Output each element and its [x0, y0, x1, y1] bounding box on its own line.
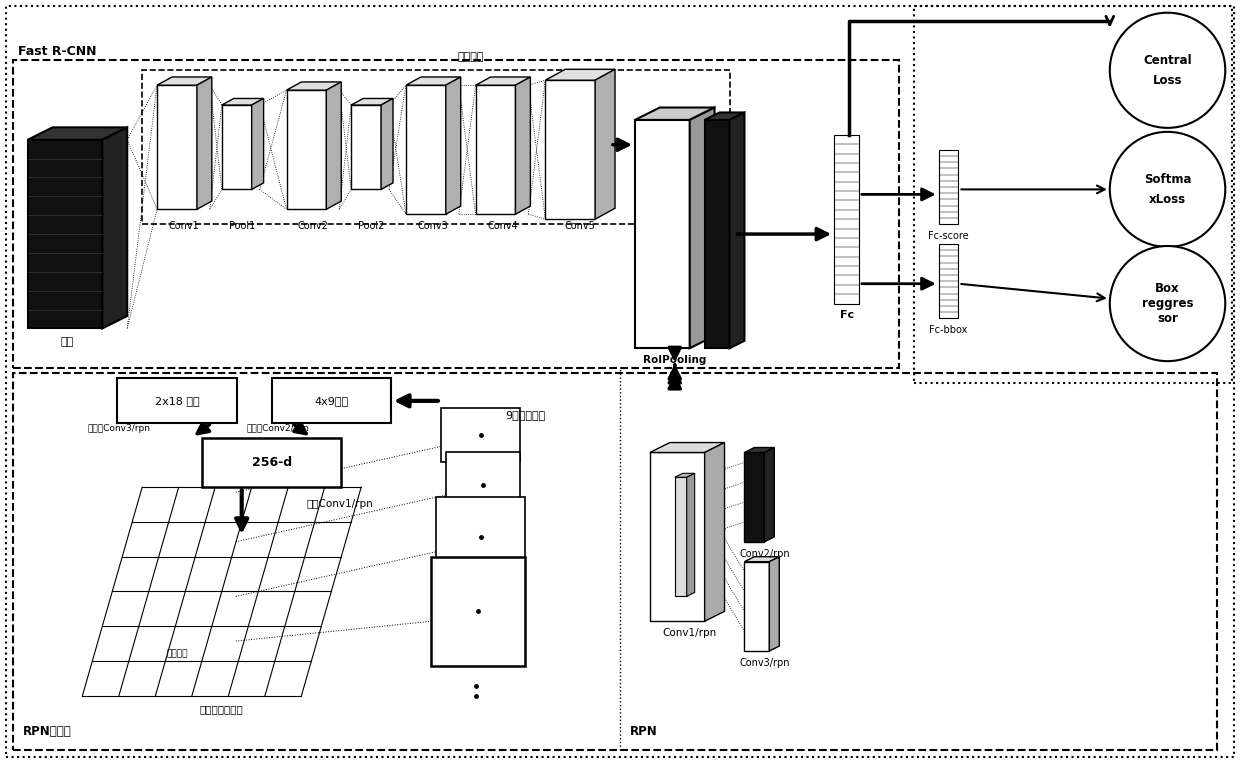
Text: Fc-bbox: Fc-bbox: [929, 325, 967, 336]
FancyBboxPatch shape: [118, 378, 237, 423]
Circle shape: [1110, 246, 1225, 361]
Text: Conv2/rpn: Conv2/rpn: [739, 549, 790, 559]
Polygon shape: [476, 85, 516, 214]
Polygon shape: [252, 98, 264, 189]
Polygon shape: [381, 98, 393, 189]
Text: xLoss: xLoss: [1149, 193, 1187, 206]
Polygon shape: [157, 85, 197, 209]
Text: 9个候选区域: 9个候选区域: [506, 410, 546, 420]
Polygon shape: [286, 82, 341, 90]
Polygon shape: [405, 77, 461, 85]
FancyBboxPatch shape: [272, 378, 391, 423]
Text: 滑动窗口: 滑动窗口: [166, 649, 187, 658]
Text: Pool2: Pool2: [358, 221, 384, 231]
Polygon shape: [222, 105, 252, 189]
Circle shape: [1110, 132, 1225, 247]
Polygon shape: [351, 105, 381, 189]
Circle shape: [1110, 13, 1225, 128]
Text: Loss: Loss: [1153, 74, 1182, 87]
Text: RoIPooling: RoIPooling: [644, 355, 707, 365]
Polygon shape: [689, 108, 714, 348]
Polygon shape: [744, 452, 764, 542]
Text: Conv2: Conv2: [298, 221, 329, 231]
Polygon shape: [27, 140, 103, 328]
Polygon shape: [835, 135, 859, 304]
Text: Conv1: Conv1: [169, 221, 200, 231]
Text: 卷积Conv1/rpn: 卷积Conv1/rpn: [306, 499, 373, 509]
Text: Box: Box: [1156, 282, 1179, 295]
FancyBboxPatch shape: [202, 438, 341, 488]
Polygon shape: [704, 443, 724, 621]
Text: 输入: 输入: [61, 337, 74, 347]
Polygon shape: [326, 82, 341, 209]
Polygon shape: [157, 77, 212, 85]
Text: 256-d: 256-d: [252, 456, 291, 469]
Text: Conv3: Conv3: [418, 221, 448, 231]
FancyBboxPatch shape: [440, 407, 521, 462]
FancyBboxPatch shape: [435, 497, 526, 577]
Text: Conv5: Conv5: [564, 221, 595, 231]
Text: 回归层Conv2/rpn: 回归层Conv2/rpn: [247, 423, 310, 433]
Text: Fc: Fc: [839, 311, 854, 320]
Polygon shape: [769, 557, 779, 651]
Text: Conv3/rpn: Conv3/rpn: [739, 658, 790, 668]
Polygon shape: [446, 77, 461, 214]
Polygon shape: [729, 112, 744, 348]
Polygon shape: [351, 98, 393, 105]
Text: Conv1/rpn: Conv1/rpn: [662, 628, 717, 638]
Text: RPN示意图: RPN示意图: [22, 726, 72, 739]
Polygon shape: [595, 69, 615, 219]
Polygon shape: [27, 127, 128, 140]
Text: Pool1: Pool1: [228, 221, 255, 231]
Polygon shape: [103, 127, 128, 328]
Text: sor: sor: [1157, 312, 1178, 325]
Polygon shape: [687, 473, 694, 597]
Polygon shape: [744, 448, 774, 452]
Polygon shape: [635, 108, 714, 120]
Polygon shape: [650, 443, 724, 452]
Polygon shape: [744, 562, 769, 651]
FancyBboxPatch shape: [446, 452, 521, 517]
Text: Softma: Softma: [1143, 173, 1192, 186]
Polygon shape: [675, 473, 694, 478]
Polygon shape: [222, 98, 264, 105]
Text: Fc-score: Fc-score: [929, 231, 968, 241]
Text: 4x9坐标: 4x9坐标: [314, 396, 348, 406]
Text: 分类层Conv3/rpn: 分类层Conv3/rpn: [87, 423, 150, 433]
Text: Conv4: Conv4: [487, 221, 518, 231]
Text: Central: Central: [1143, 54, 1192, 67]
Polygon shape: [939, 150, 959, 224]
Text: 共享卷积特征图: 共享卷积特征图: [200, 704, 244, 715]
Polygon shape: [764, 448, 774, 542]
Polygon shape: [546, 69, 615, 80]
Polygon shape: [704, 112, 744, 120]
Polygon shape: [286, 90, 326, 209]
Polygon shape: [635, 120, 689, 348]
Polygon shape: [744, 557, 779, 562]
FancyBboxPatch shape: [430, 557, 526, 666]
Polygon shape: [704, 120, 729, 348]
Polygon shape: [546, 80, 595, 219]
Polygon shape: [939, 244, 959, 318]
Text: Fast R-CNN: Fast R-CNN: [17, 45, 97, 59]
Text: 聚焦共点: 聚焦共点: [458, 53, 484, 63]
Text: reggres: reggres: [1142, 297, 1193, 310]
Text: 2x18 得分: 2x18 得分: [155, 396, 200, 406]
Polygon shape: [675, 478, 687, 597]
Text: RPN: RPN: [630, 726, 657, 739]
Polygon shape: [197, 77, 212, 209]
Polygon shape: [650, 452, 704, 621]
Polygon shape: [476, 77, 531, 85]
Polygon shape: [516, 77, 531, 214]
Polygon shape: [405, 85, 446, 214]
